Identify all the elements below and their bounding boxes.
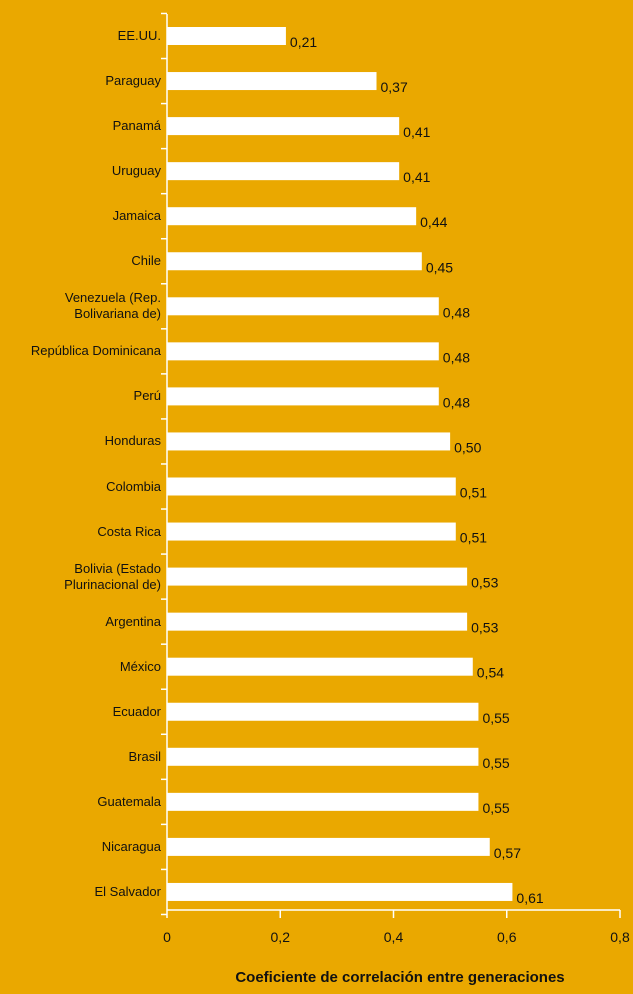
value-label: 0,41 bbox=[403, 169, 430, 185]
x-tick-label: 0,4 bbox=[384, 929, 404, 945]
category-label: México bbox=[119, 658, 161, 674]
value-label: 0,61 bbox=[516, 890, 543, 906]
category-label: Bolivia (Estado Plurinacional de) bbox=[64, 560, 161, 592]
category-label: Venezuela (Rep. Bolivariana de) bbox=[64, 290, 161, 322]
value-label: 0,51 bbox=[460, 485, 487, 501]
bar bbox=[167, 27, 286, 45]
bar bbox=[167, 747, 479, 766]
bar bbox=[167, 297, 439, 316]
value-label: 0,44 bbox=[420, 214, 447, 230]
bar bbox=[167, 207, 417, 226]
bar bbox=[167, 522, 456, 541]
bar bbox=[167, 837, 490, 856]
bar bbox=[167, 342, 439, 361]
bar bbox=[167, 117, 400, 136]
category-label: Costa Rica bbox=[97, 523, 161, 539]
value-label: 0,54 bbox=[477, 665, 504, 681]
category-label: República Dominicana bbox=[30, 343, 161, 359]
x-axis-title: Coeficiente de correlación entre generac… bbox=[235, 969, 564, 986]
category-label: Guatemala bbox=[97, 793, 161, 809]
bar bbox=[167, 477, 456, 496]
bar bbox=[167, 252, 422, 271]
category-label: Ecuador bbox=[112, 703, 161, 719]
category-label: Nicaragua bbox=[101, 838, 161, 854]
category-label: Jamaica bbox=[112, 208, 161, 224]
value-label: 0,53 bbox=[471, 575, 498, 591]
bar bbox=[167, 432, 451, 451]
bar bbox=[167, 567, 468, 586]
category-label: El Salvador bbox=[94, 883, 161, 899]
value-label: 0,21 bbox=[290, 34, 317, 50]
value-label: 0,48 bbox=[443, 394, 470, 410]
value-label: 0,48 bbox=[443, 349, 470, 365]
category-label: Perú bbox=[133, 388, 161, 404]
category-label: Honduras bbox=[104, 433, 161, 449]
category-label: Argentina bbox=[105, 613, 161, 629]
category-label: Panamá bbox=[112, 118, 161, 134]
x-tick-label: 0,6 bbox=[497, 929, 517, 945]
bar bbox=[167, 882, 513, 901]
bar bbox=[167, 612, 468, 631]
value-label: 0,51 bbox=[460, 530, 487, 546]
value-label: 0,41 bbox=[403, 124, 430, 140]
category-label: Colombia bbox=[106, 478, 161, 494]
bar bbox=[167, 162, 400, 181]
category-label: Brasil bbox=[128, 748, 161, 764]
category-label: EE.UU. bbox=[117, 28, 161, 43]
x-tick-label: 0 bbox=[163, 929, 171, 945]
value-label: 0,55 bbox=[482, 800, 509, 816]
value-label: 0,53 bbox=[471, 620, 498, 636]
category-label: Chile bbox=[131, 253, 161, 269]
value-label: 0,55 bbox=[482, 710, 509, 726]
value-label: 0,37 bbox=[381, 79, 408, 95]
value-label: 0,48 bbox=[443, 304, 470, 320]
x-tick-label: 0,8 bbox=[610, 929, 630, 945]
bar bbox=[167, 72, 377, 91]
bar bbox=[167, 792, 479, 811]
value-label: 0,50 bbox=[454, 439, 481, 455]
category-label: Paraguay bbox=[105, 73, 161, 89]
x-tick-label: 0,2 bbox=[271, 929, 291, 945]
value-label: 0,57 bbox=[494, 845, 521, 861]
bar bbox=[167, 702, 479, 721]
bar bbox=[167, 387, 439, 406]
value-label: 0,45 bbox=[426, 259, 453, 275]
value-label: 0,55 bbox=[482, 755, 509, 771]
category-label: Uruguay bbox=[111, 163, 161, 179]
bar bbox=[167, 657, 473, 676]
